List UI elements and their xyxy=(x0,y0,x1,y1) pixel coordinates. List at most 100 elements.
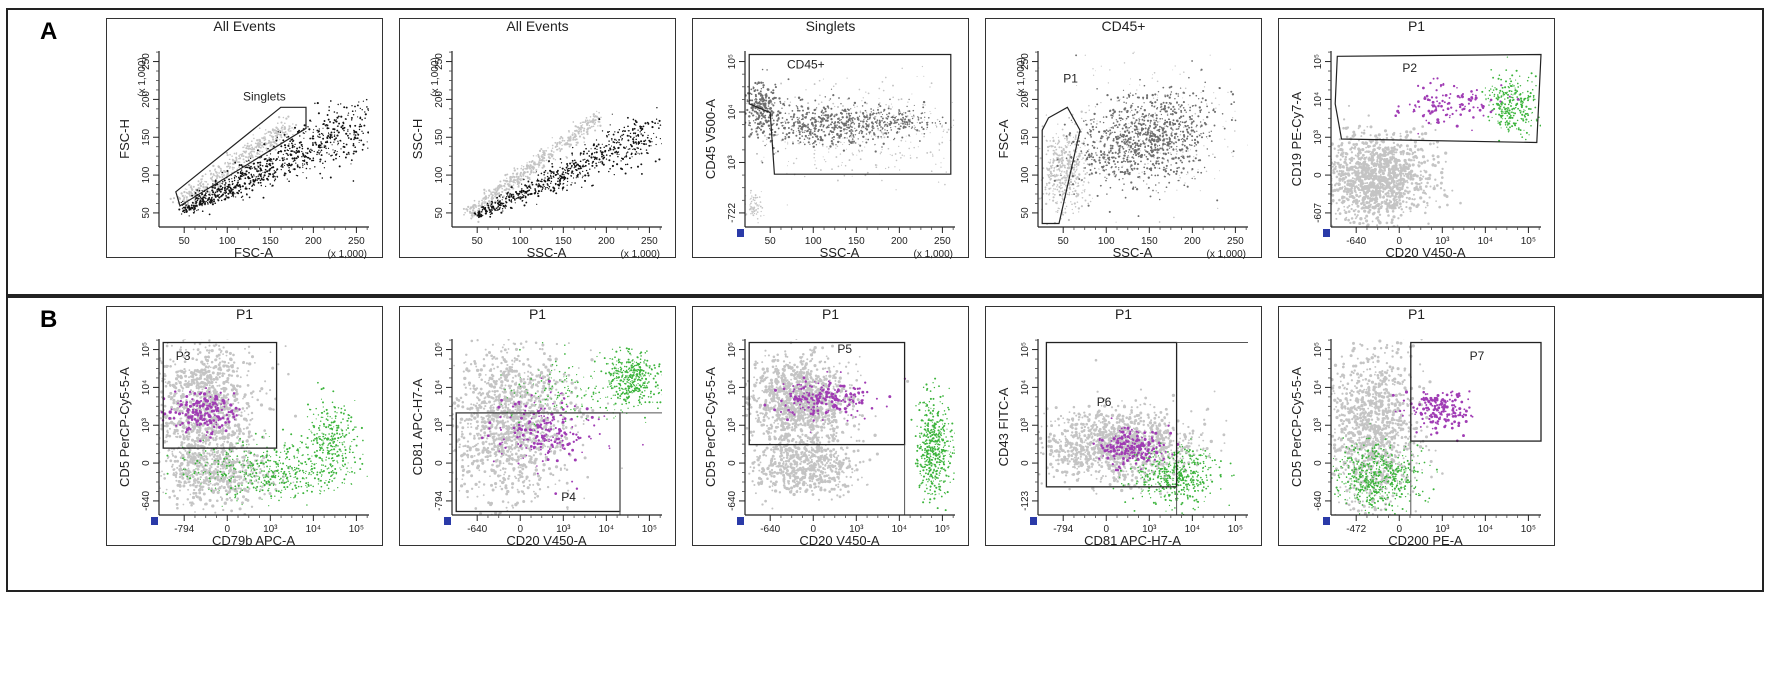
event-dot xyxy=(1135,131,1136,133)
event-dot xyxy=(1106,139,1109,141)
event-dot xyxy=(1061,190,1063,193)
event-dot xyxy=(180,192,183,195)
event-dot xyxy=(1033,146,1034,147)
event-dot xyxy=(639,125,642,128)
event-dot xyxy=(758,100,761,103)
event-dot xyxy=(900,122,902,124)
event-dot xyxy=(326,151,328,154)
event-dot xyxy=(835,156,838,158)
event-dot xyxy=(1151,77,1153,79)
event-dot xyxy=(784,135,787,138)
event-dot xyxy=(281,129,283,131)
event-dot xyxy=(798,121,801,124)
event-dot xyxy=(279,134,282,137)
event-dot xyxy=(594,129,597,132)
event-dot xyxy=(625,155,628,158)
event-dot xyxy=(213,198,215,201)
event-dot xyxy=(814,140,817,143)
event-dot xyxy=(358,125,361,128)
event-dot xyxy=(772,111,775,114)
event-dot xyxy=(915,133,917,135)
event-dot xyxy=(923,75,925,77)
event-dot xyxy=(1159,152,1161,154)
event-dot xyxy=(566,168,569,170)
event-dot xyxy=(652,121,654,124)
event-dot xyxy=(1052,175,1054,177)
event-dot xyxy=(545,149,548,152)
event-dot xyxy=(1183,126,1185,129)
event-dot xyxy=(632,140,635,143)
event-dot xyxy=(333,131,336,134)
event-dot xyxy=(902,120,904,123)
event-dot xyxy=(1169,134,1172,137)
event-dot xyxy=(230,188,233,190)
event-dot xyxy=(1107,130,1110,133)
event-dot xyxy=(831,136,834,139)
event-dot xyxy=(494,201,497,204)
event-dot xyxy=(550,170,553,173)
event-dot xyxy=(1182,151,1184,153)
event-dot xyxy=(817,103,820,105)
event-dot xyxy=(324,141,327,143)
event-dot xyxy=(762,123,764,125)
event-dot xyxy=(254,146,257,149)
event-dot xyxy=(941,116,944,119)
event-dot xyxy=(774,134,776,136)
event-dot xyxy=(364,113,367,116)
event-dot xyxy=(822,78,824,80)
event-dot xyxy=(930,82,933,85)
event-dot xyxy=(202,183,205,186)
event-dot xyxy=(284,159,286,161)
event-dot xyxy=(572,177,575,179)
event-dot xyxy=(292,123,294,125)
event-dot xyxy=(1157,94,1159,96)
event-dot xyxy=(851,121,854,124)
event-dot xyxy=(764,114,767,117)
event-dot xyxy=(380,108,381,109)
event-dot xyxy=(299,135,301,137)
event-dot xyxy=(248,160,251,163)
event-dot xyxy=(232,188,234,191)
population-darkgray xyxy=(1052,54,1248,218)
event-dot xyxy=(273,179,276,182)
event-dot xyxy=(1077,182,1079,184)
event-dot xyxy=(1163,175,1166,178)
event-dot xyxy=(549,174,552,176)
row-a-label: A xyxy=(40,18,58,45)
gate-label: CD45+ xyxy=(787,58,825,72)
event-dot xyxy=(1127,140,1129,143)
event-dot xyxy=(1088,194,1091,197)
event-dot xyxy=(501,187,503,190)
event-dot xyxy=(560,147,563,151)
event-dot xyxy=(1205,170,1208,173)
event-dot xyxy=(309,151,312,154)
event-dot xyxy=(1200,133,1202,135)
event-dot xyxy=(1169,152,1172,154)
event-dot xyxy=(551,165,554,168)
event-dot xyxy=(561,173,564,176)
event-dot xyxy=(489,202,492,205)
event-dot xyxy=(806,126,810,129)
event-dot xyxy=(224,183,226,186)
event-dot xyxy=(760,215,762,217)
event-dot xyxy=(182,200,184,203)
event-dot xyxy=(287,145,290,147)
event-dot xyxy=(1038,197,1041,200)
event-dot xyxy=(865,91,867,93)
event-dot xyxy=(754,99,756,101)
event-dot xyxy=(268,173,270,175)
event-dot xyxy=(761,161,764,164)
event-dot xyxy=(259,174,262,177)
event-dot xyxy=(926,128,928,130)
event-dot xyxy=(347,137,350,139)
event-dot xyxy=(786,204,788,206)
event-dot xyxy=(770,91,773,94)
event-dot xyxy=(1061,154,1063,156)
event-dot xyxy=(635,143,638,145)
event-dot xyxy=(235,152,238,154)
event-dot xyxy=(1213,92,1215,94)
event-dot xyxy=(356,137,359,140)
event-dot xyxy=(353,129,355,132)
event-dot xyxy=(524,192,526,194)
event-dot xyxy=(569,138,572,142)
